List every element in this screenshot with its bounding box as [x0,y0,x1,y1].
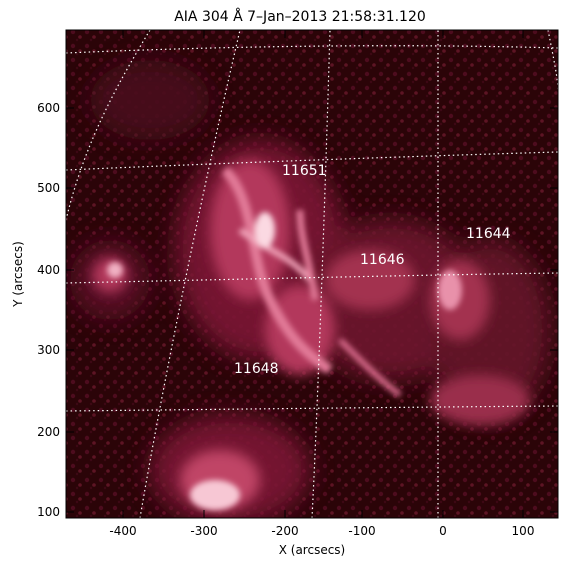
image-title: AIA 304 Å 7–Jan–2013 21:58:31.120 [174,8,426,25]
coordinate-grid [66,30,558,518]
ar-label-11648: 11648 [234,361,279,377]
x-tick-label: -100 [348,524,375,538]
ar-label-11644: 11644 [466,226,511,242]
x-tick-label: -400 [109,524,136,538]
y-tick-label: 400 [37,263,60,277]
x-tick-label: 0 [439,524,447,538]
active-region-labels: 11651 11646 11644 11648 [234,163,511,377]
y-tick-label: 200 [37,425,60,439]
x-tick-label: -200 [271,524,298,538]
plot-frame [65,29,559,519]
y-tick-label: 300 [37,343,60,357]
ar-label-11651: 11651 [282,163,327,179]
y-tick-label: 100 [37,505,60,519]
x-axis-title: X (arcsecs) [279,543,346,557]
y-tick-labels: 600 500 400 300 200 100 [37,101,60,519]
tick-marks [66,30,558,518]
x-tick-label: -300 [190,524,217,538]
y-tick-label: 600 [37,101,60,115]
ar-label-11646: 11646 [360,252,405,268]
x-tick-label: 100 [512,524,535,538]
y-axis-title: Y (arcsecs) [11,241,25,308]
solar-image [66,30,558,518]
x-tick-labels: -400 -300 -200 -100 0 100 [109,524,534,538]
y-tick-label: 500 [37,181,60,195]
